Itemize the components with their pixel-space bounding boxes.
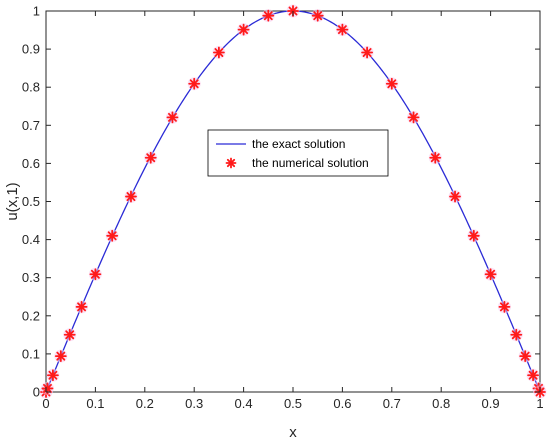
legend-asterisk <box>225 157 237 169</box>
numerical-point <box>63 328 76 341</box>
y-tick-label: 0.2 <box>22 308 40 323</box>
plot-area <box>45 10 541 393</box>
y-axis-title: u(x,1) <box>4 182 21 220</box>
numerical-point <box>484 268 497 281</box>
numerical-point <box>449 190 461 203</box>
x-tick-label: 0 <box>42 396 49 411</box>
x-axis-title: x <box>289 424 297 441</box>
numerical-point <box>262 9 275 22</box>
numerical-point <box>47 369 59 382</box>
numerical-point <box>407 111 420 124</box>
y-tick-label: 0.8 <box>22 80 40 95</box>
y-tick-label: 0.4 <box>22 232 40 247</box>
y-tick-label: 1 <box>33 4 40 19</box>
numerical-point <box>429 151 442 164</box>
numerical-point <box>498 300 511 313</box>
numerical-point <box>75 300 88 313</box>
y-tick-label: 0.6 <box>22 156 40 171</box>
x-tick-label: 1 <box>536 396 543 411</box>
numerical-point <box>144 151 157 164</box>
legend-marker-swatch <box>225 157 237 169</box>
x-tick-label: 0.1 <box>86 396 104 411</box>
numerical-solution-series <box>39 4 547 399</box>
numerical-point <box>237 23 250 36</box>
tick-labels: 0 0.1 0.2 0.3 0.4 0.5 0.6 0.7 0.8 0.9 1 0 0.1 0.2 0.3 0… <box>22 4 544 412</box>
y-tick-label: 0 <box>33 385 40 400</box>
axis-ticks <box>45 10 541 393</box>
x-tick-label: 0.6 <box>333 396 351 411</box>
legend: the exact solution the numerical solutio… <box>207 129 389 177</box>
x-tick-label: 0.7 <box>383 396 401 411</box>
plot-frame <box>45 10 541 393</box>
x-tick-label: 0.2 <box>136 396 154 411</box>
legend-label-exact: the exact solution <box>252 137 345 151</box>
y-tick-label: 0.1 <box>22 346 40 361</box>
y-tick-label: 0.9 <box>22 42 40 57</box>
numerical-point <box>125 190 137 203</box>
numerical-point <box>467 229 480 242</box>
x-tick-label: 0.9 <box>482 396 500 411</box>
y-tick-label: 0.5 <box>22 194 40 209</box>
numerical-point <box>519 350 532 363</box>
legend-label-numerical: the numerical solution <box>252 156 369 170</box>
y-tick-label: 0.3 <box>22 270 40 285</box>
numerical-point <box>527 369 539 382</box>
numerical-point <box>361 46 374 59</box>
numerical-point <box>336 23 349 36</box>
x-tick-label: 0.5 <box>284 396 302 411</box>
legend-box <box>207 129 389 177</box>
numerical-point <box>311 9 324 22</box>
x-tick-label: 0.3 <box>185 396 203 411</box>
x-tick-label: 0.8 <box>432 396 450 411</box>
numerical-point <box>54 350 67 363</box>
numerical-point <box>510 328 523 341</box>
numerical-point <box>212 46 225 59</box>
numerical-point <box>106 229 119 242</box>
numerical-point <box>385 77 398 90</box>
numerical-point <box>188 77 201 90</box>
x-tick-label: 0.4 <box>235 396 253 411</box>
numerical-point <box>89 268 102 281</box>
y-tick-label: 0.7 <box>22 118 40 133</box>
numerical-point <box>166 111 179 124</box>
